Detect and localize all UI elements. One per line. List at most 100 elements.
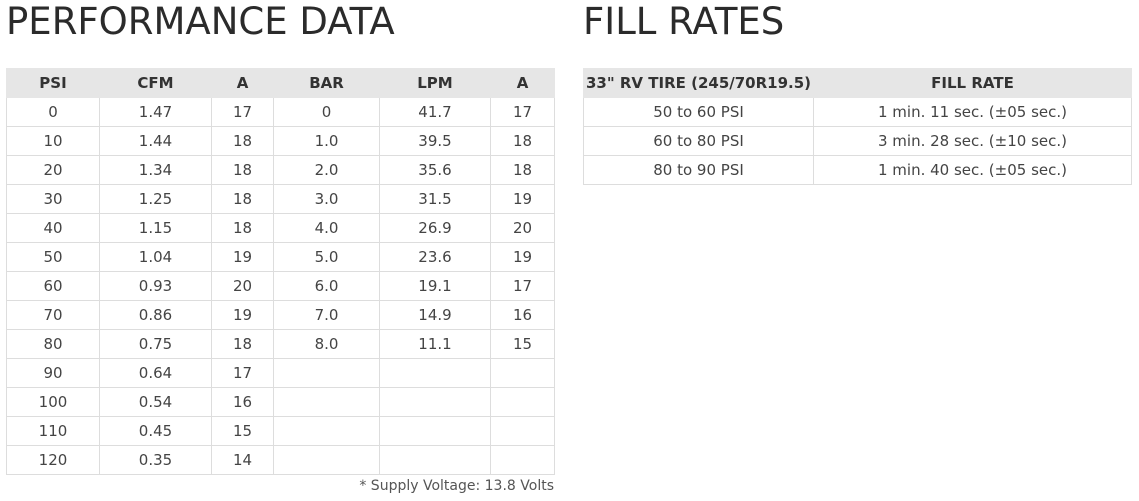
cell-psi: 60	[6, 271, 100, 301]
performance-row: 40 1.15 18 4.0 26.9 20	[6, 213, 555, 243]
fill-rate-row: 50 to 60 PSI 1 min. 11 sec. (±05 sec.)	[583, 97, 1132, 127]
cell-lpm: 39.5	[379, 126, 491, 156]
cell-pressure-range: 50 to 60 PSI	[583, 97, 814, 127]
cell-lpm	[379, 445, 491, 475]
cell-lpm	[379, 358, 491, 388]
performance-row: 0 1.47 17 0 41.7 17	[6, 97, 555, 127]
performance-data-title: PERFORMANCE DATA	[6, 0, 395, 43]
cell-cfm: 0.64	[99, 358, 212, 388]
cell-pressure-range: 80 to 90 PSI	[583, 155, 814, 185]
cell-psi: 80	[6, 329, 100, 359]
cell-amps: 17	[211, 358, 274, 388]
cell-psi: 10	[6, 126, 100, 156]
cell-cfm: 1.15	[99, 213, 212, 243]
cell-psi: 50	[6, 242, 100, 272]
cell-amps: 18	[211, 155, 274, 185]
performance-row: 20 1.34 18 2.0 35.6 18	[6, 155, 555, 185]
cell-amps-metric	[490, 387, 555, 417]
cell-psi: 0	[6, 97, 100, 127]
cell-cfm: 0.35	[99, 445, 212, 475]
fill-rates-header-row: 33" RV TIRE (245/70R19.5) FILL RATE	[583, 68, 1132, 98]
cell-cfm: 1.47	[99, 97, 212, 127]
cell-amps: 15	[211, 416, 274, 446]
cell-amps-metric: 19	[490, 242, 555, 272]
performance-row: 50 1.04 19 5.0 23.6 19	[6, 242, 555, 272]
fill-rate-row: 80 to 90 PSI 1 min. 40 sec. (±05 sec.)	[583, 155, 1132, 185]
cell-bar: 3.0	[273, 184, 380, 214]
cell-amps: 18	[211, 126, 274, 156]
cell-lpm: 41.7	[379, 97, 491, 127]
cell-amps-metric	[490, 445, 555, 475]
performance-row: 80 0.75 18 8.0 11.1 15	[6, 329, 555, 359]
header-fill-rate: FILL RATE	[813, 68, 1132, 98]
cell-lpm	[379, 387, 491, 417]
performance-row: 120 0.35 14	[6, 445, 555, 475]
header-amps-metric: A	[490, 68, 555, 98]
cell-bar: 4.0	[273, 213, 380, 243]
cell-cfm: 1.25	[99, 184, 212, 214]
cell-amps: 14	[211, 445, 274, 475]
cell-fill-time: 1 min. 40 sec. (±05 sec.)	[813, 155, 1132, 185]
performance-row: 70 0.86 19 7.0 14.9 16	[6, 300, 555, 330]
cell-amps-metric	[490, 416, 555, 446]
cell-lpm: 19.1	[379, 271, 491, 301]
cell-amps: 16	[211, 387, 274, 417]
cell-amps-metric: 15	[490, 329, 555, 359]
cell-bar: 1.0	[273, 126, 380, 156]
header-bar: BAR	[273, 68, 380, 98]
performance-table: PSI CFM A BAR LPM A 0 1.47 17 0 41.7 17 10 1.44…	[6, 68, 555, 475]
header-lpm: LPM	[379, 68, 491, 98]
cell-cfm: 0.86	[99, 300, 212, 330]
cell-amps: 19	[211, 242, 274, 272]
fill-rates-title: FILL RATES	[583, 0, 785, 43]
cell-bar	[273, 416, 380, 446]
cell-amps: 17	[211, 97, 274, 127]
cell-amps-metric: 17	[490, 271, 555, 301]
performance-header-row: PSI CFM A BAR LPM A	[6, 68, 555, 98]
cell-psi: 110	[6, 416, 100, 446]
cell-cfm: 0.93	[99, 271, 212, 301]
cell-bar	[273, 358, 380, 388]
cell-pressure-range: 60 to 80 PSI	[583, 126, 814, 156]
cell-amps-metric	[490, 358, 555, 388]
performance-row: 10 1.44 18 1.0 39.5 18	[6, 126, 555, 156]
cell-lpm: 35.6	[379, 155, 491, 185]
cell-lpm: 23.6	[379, 242, 491, 272]
cell-lpm: 11.1	[379, 329, 491, 359]
performance-row: 60 0.93 20 6.0 19.1 17	[6, 271, 555, 301]
performance-row: 90 0.64 17	[6, 358, 555, 388]
cell-amps-metric: 17	[490, 97, 555, 127]
cell-lpm: 14.9	[379, 300, 491, 330]
cell-cfm: 0.75	[99, 329, 212, 359]
cell-lpm: 26.9	[379, 213, 491, 243]
cell-amps-metric: 18	[490, 126, 555, 156]
performance-row: 30 1.25 18 3.0 31.5 19	[6, 184, 555, 214]
cell-bar: 5.0	[273, 242, 380, 272]
cell-amps: 18	[211, 329, 274, 359]
supply-voltage-note: * Supply Voltage: 13.8 Volts	[359, 478, 554, 494]
cell-lpm: 31.5	[379, 184, 491, 214]
cell-amps-metric: 19	[490, 184, 555, 214]
performance-row: 100 0.54 16	[6, 387, 555, 417]
cell-psi: 70	[6, 300, 100, 330]
cell-psi: 40	[6, 213, 100, 243]
cell-cfm: 1.44	[99, 126, 212, 156]
cell-lpm	[379, 416, 491, 446]
cell-bar: 7.0	[273, 300, 380, 330]
cell-psi: 20	[6, 155, 100, 185]
header-cfm: CFM	[99, 68, 212, 98]
fill-rate-row: 60 to 80 PSI 3 min. 28 sec. (±10 sec.)	[583, 126, 1132, 156]
header-amps: A	[211, 68, 274, 98]
cell-cfm: 1.34	[99, 155, 212, 185]
cell-amps: 18	[211, 213, 274, 243]
fill-rates-table: 33" RV TIRE (245/70R19.5) FILL RATE 50 t…	[583, 68, 1132, 185]
cell-bar: 0	[273, 97, 380, 127]
cell-bar	[273, 445, 380, 475]
cell-amps: 18	[211, 184, 274, 214]
cell-cfm: 0.54	[99, 387, 212, 417]
cell-fill-time: 3 min. 28 sec. (±10 sec.)	[813, 126, 1132, 156]
cell-fill-time: 1 min. 11 sec. (±05 sec.)	[813, 97, 1132, 127]
header-psi: PSI	[6, 68, 100, 98]
cell-bar: 8.0	[273, 329, 380, 359]
cell-amps: 19	[211, 300, 274, 330]
